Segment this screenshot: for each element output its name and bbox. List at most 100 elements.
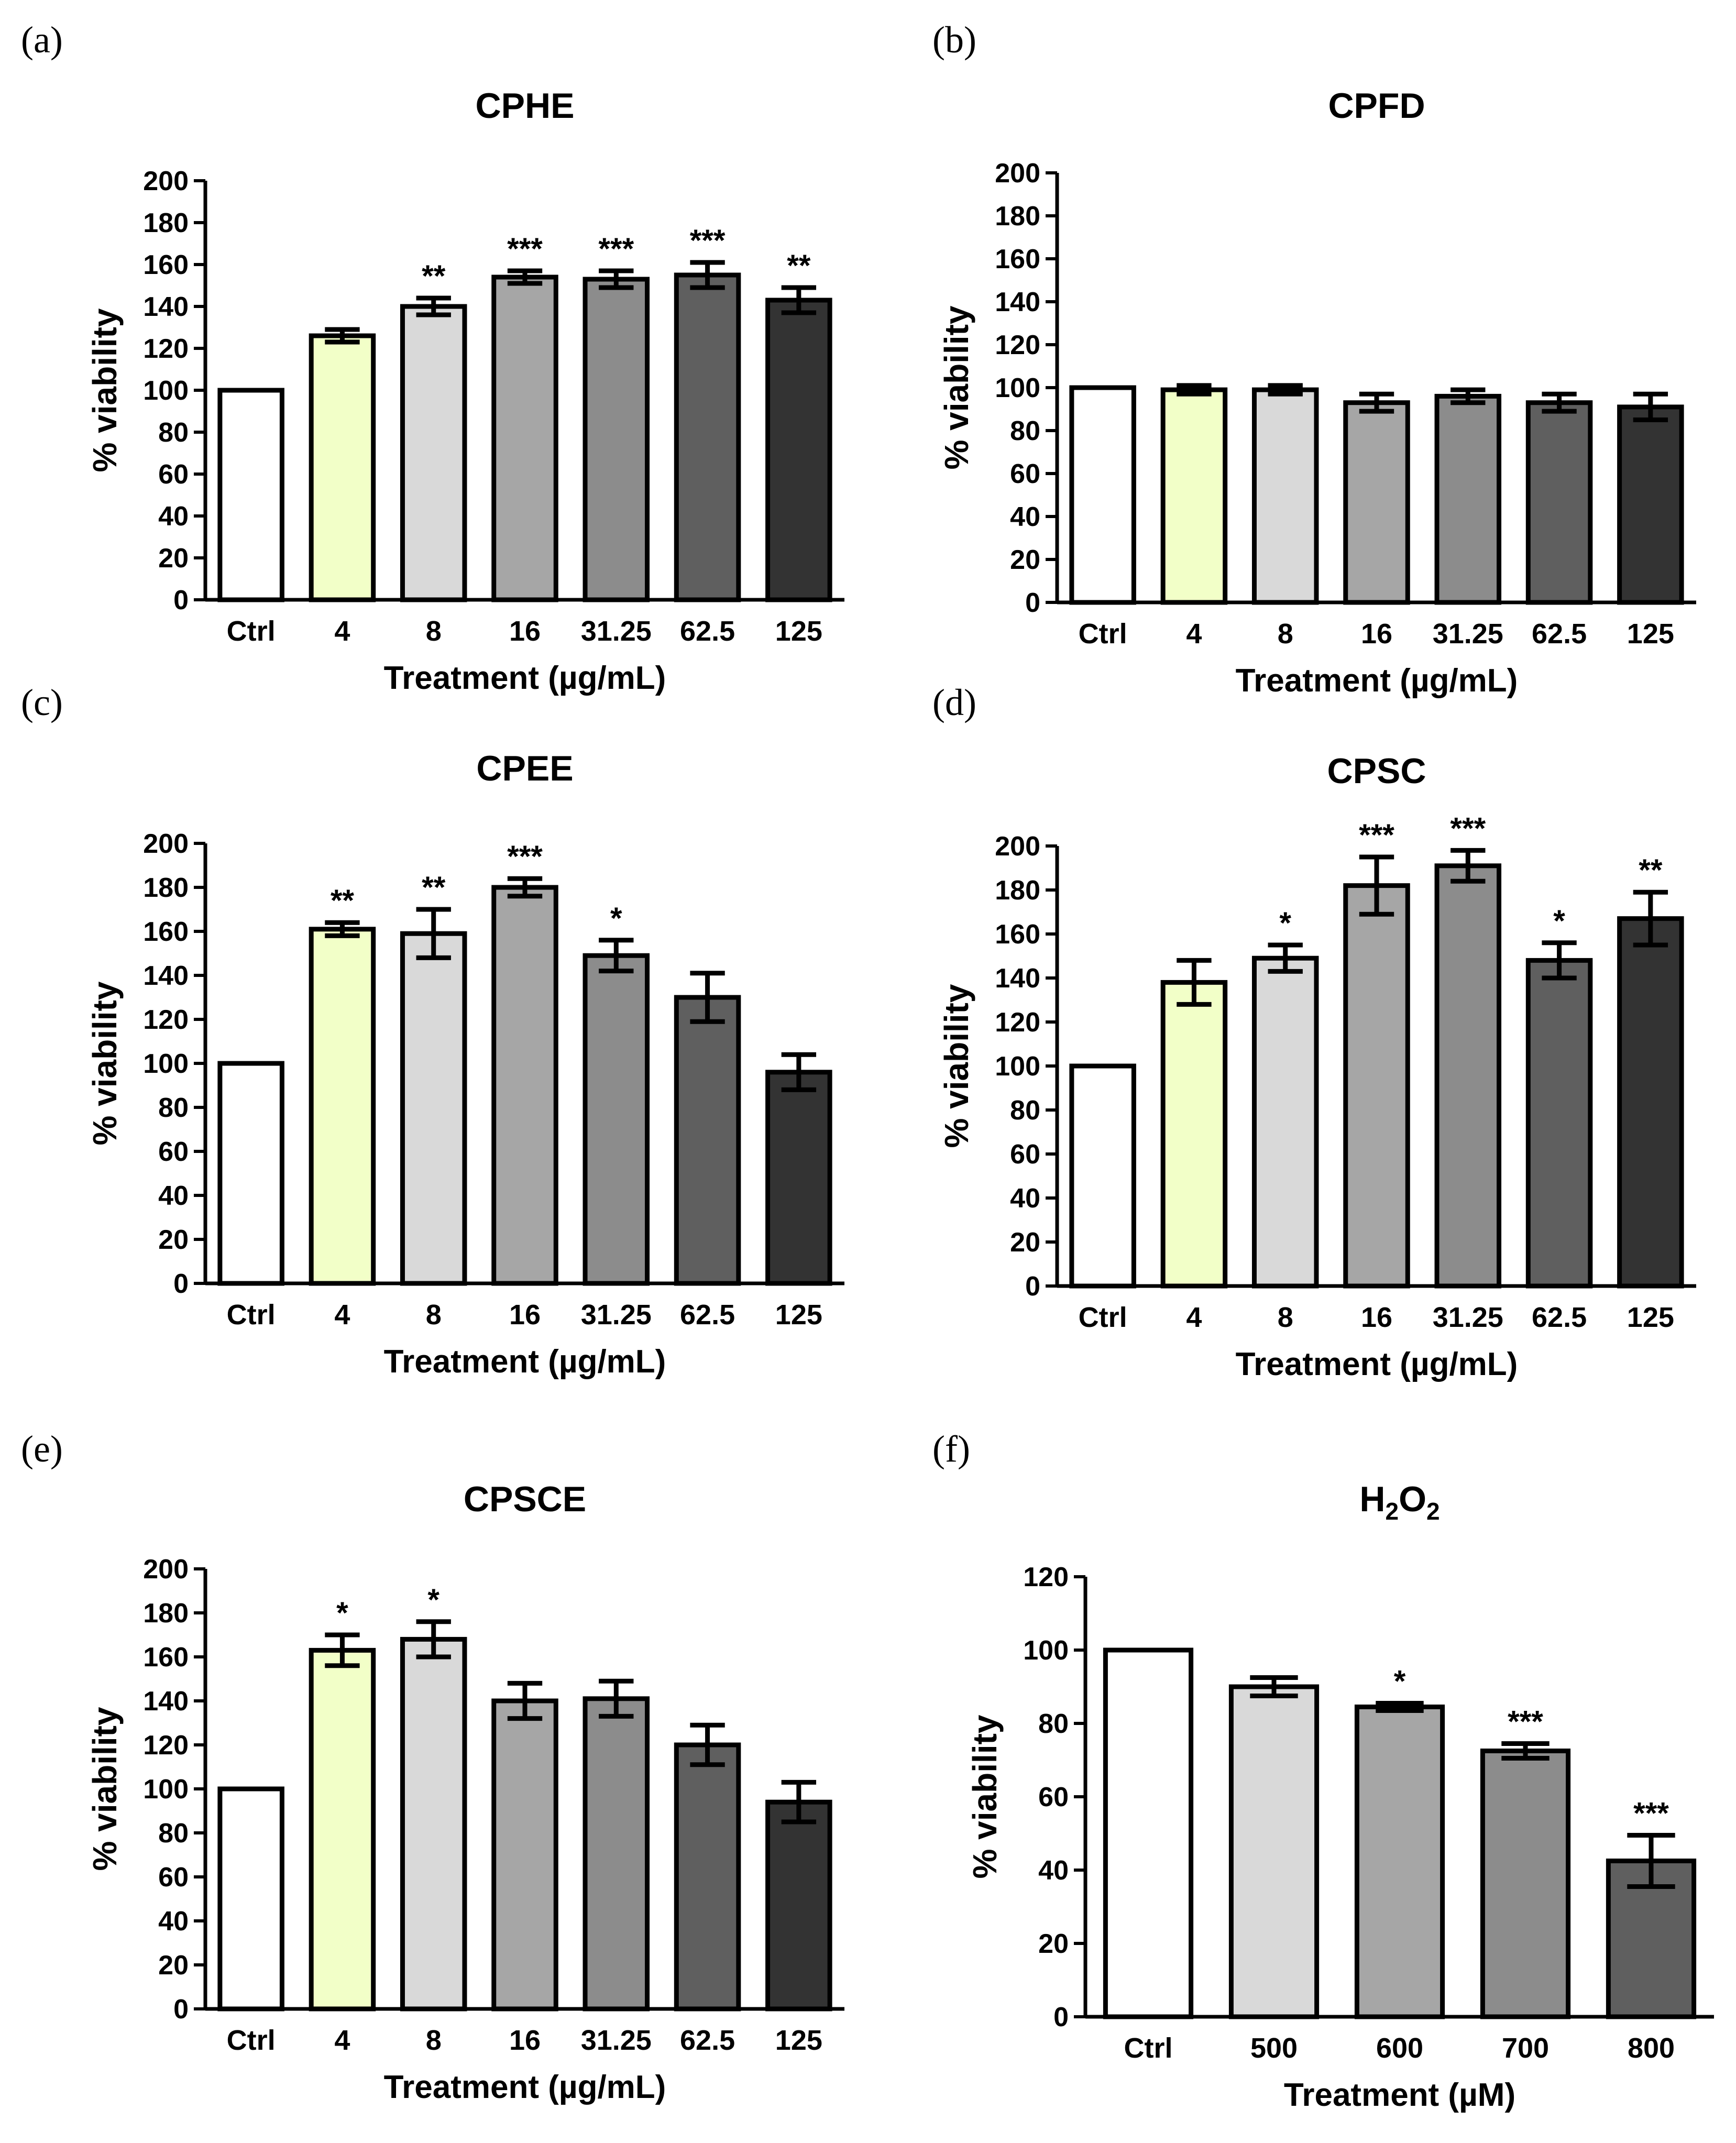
significance-label: ** (1639, 853, 1663, 887)
y-tick-label: 120 (995, 1007, 1040, 1038)
bar-Ctrl (1103, 1647, 1194, 2019)
bar-62.5 (674, 995, 741, 1286)
y-tick-label: 120 (1023, 1562, 1069, 1592)
chart-title: H2O2 (1359, 1479, 1440, 1525)
x-tick-label: 16 (509, 2025, 541, 2056)
bar-31.25 (583, 277, 650, 602)
significance-label: *** (1508, 1705, 1543, 1739)
significance-label: ** (787, 249, 811, 283)
y-tick-label: 40 (158, 1181, 189, 1211)
y-tick-label: 0 (1053, 2002, 1069, 2032)
y-tick-label: 200 (143, 166, 189, 196)
y-tick-label: 160 (995, 244, 1040, 274)
y-tick-label: 60 (158, 1137, 189, 1167)
y-tick-label: 0 (1025, 1271, 1040, 1302)
y-tick-label: 200 (995, 158, 1040, 189)
y-tick-label: 160 (143, 1642, 189, 1673)
x-tick-label: 62.5 (680, 1299, 735, 1331)
y-tick-label: 60 (1010, 1139, 1040, 1170)
chart-panel-f: (f) H2O2 0 20 40 60 80 100 120 % viability Ctrl 500… (932, 1428, 1714, 2113)
y-tick-label: 160 (995, 919, 1040, 950)
y-tick-label: 160 (143, 917, 189, 947)
x-tick-label: Ctrl (227, 616, 276, 647)
x-tick-label: 16 (1361, 618, 1392, 650)
y-tick-label: 140 (995, 963, 1040, 994)
bar-8 (400, 304, 467, 602)
panel-label: (b) (932, 19, 976, 61)
significance-label: * (1394, 1665, 1406, 1699)
x-tick-label: 4 (1186, 1302, 1202, 1333)
significance-label: * (427, 1583, 440, 1617)
bar-600 (1354, 1705, 1445, 2019)
chart-title: CPSC (1327, 751, 1426, 791)
significance-label: * (336, 1596, 348, 1630)
x-tick-label: 4 (334, 1299, 350, 1331)
y-tick-label: 60 (1010, 459, 1040, 489)
chart-panel-c: (c) CPEE 0 20 40 60 80 100 120 140 160 180 200 % viab… (21, 682, 844, 1380)
x-axis-label: Treatment (µg/mL) (1236, 1346, 1518, 1382)
y-tick-label: 80 (158, 1093, 189, 1123)
bar-Ctrl (1069, 385, 1136, 605)
y-tick-label: 20 (158, 1225, 189, 1255)
x-tick-label: 31.25 (1433, 1302, 1503, 1333)
panel-label: (c) (21, 682, 63, 723)
y-tick-label: 100 (143, 376, 189, 406)
y-tick-label: 180 (143, 208, 189, 238)
y-axis-label: % viability (966, 1715, 1004, 1878)
y-tick-label: 80 (1010, 416, 1040, 446)
significance-label: *** (1359, 818, 1394, 852)
bar-31.25 (583, 1696, 650, 2012)
bar-31.25 (1434, 393, 1502, 605)
bar-62.5 (674, 272, 741, 602)
x-tick-label: 8 (426, 2025, 442, 2056)
y-tick-label: 100 (995, 1051, 1040, 1082)
bar-62.5 (1525, 400, 1593, 605)
significance-label: *** (1633, 1797, 1669, 1831)
chart-title: CPFD (1328, 86, 1425, 126)
y-tick-label: 120 (143, 1730, 189, 1761)
bar-Ctrl (1069, 1063, 1136, 1289)
x-tick-label: 500 (1250, 2032, 1298, 2064)
bar-31.25 (583, 953, 650, 1286)
significance-label: *** (598, 232, 634, 266)
y-tick-label: 140 (143, 1686, 189, 1717)
bar-700 (1480, 1749, 1571, 2019)
bar-8 (400, 931, 467, 1286)
y-axis-label: % viability (938, 305, 975, 469)
x-tick-label: 125 (775, 1299, 822, 1331)
y-tick-label: 40 (1010, 502, 1040, 532)
significance-label: ** (422, 259, 446, 293)
panel-label: (a) (21, 19, 63, 61)
x-axis-label: Treatment (µg/mL) (384, 1344, 666, 1380)
x-tick-label: 4 (334, 2025, 350, 2056)
x-tick-label: 4 (1186, 618, 1202, 650)
x-tick-label: 62.5 (680, 616, 735, 647)
bar-4 (309, 333, 376, 602)
chart-title: CPHE (476, 86, 575, 126)
chart-panel-d: (d) CPSC 0 20 40 60 80 100 120 140 160 180 200 % viab… (932, 682, 1696, 1382)
bar-4 (1160, 387, 1228, 605)
y-tick-label: 140 (995, 287, 1040, 317)
chart-panel-b: (b) CPFD 0 20 40 60 80 100 120 140 160 180 200 % viab… (932, 19, 1696, 699)
chart-title: CPSCE (464, 1479, 586, 1519)
x-tick-label: 8 (1278, 618, 1293, 650)
y-tick-label: 140 (143, 961, 189, 991)
significance-label: * (1553, 904, 1565, 938)
y-tick-label: 40 (1010, 1183, 1040, 1214)
x-tick-label: 125 (1627, 618, 1674, 650)
y-tick-label: 40 (158, 1906, 189, 1937)
bar-16 (1343, 883, 1410, 1289)
x-tick-label: 62.5 (1532, 618, 1587, 650)
x-axis-label: Treatment (µg/mL) (1236, 663, 1518, 699)
y-tick-label: 180 (143, 873, 189, 903)
bar-125 (765, 1799, 832, 2012)
x-tick-label: 31.25 (581, 1299, 652, 1331)
y-axis-label: % viability (86, 981, 124, 1145)
x-tick-label: 800 (1628, 2032, 1675, 2064)
x-tick-label: 16 (509, 1299, 541, 1331)
y-tick-label: 140 (143, 292, 189, 322)
y-tick-label: 100 (143, 1774, 189, 1805)
y-axis-label: % viability (86, 1707, 124, 1871)
y-tick-label: 60 (1038, 1782, 1069, 1812)
y-tick-label: 20 (1010, 1227, 1040, 1258)
